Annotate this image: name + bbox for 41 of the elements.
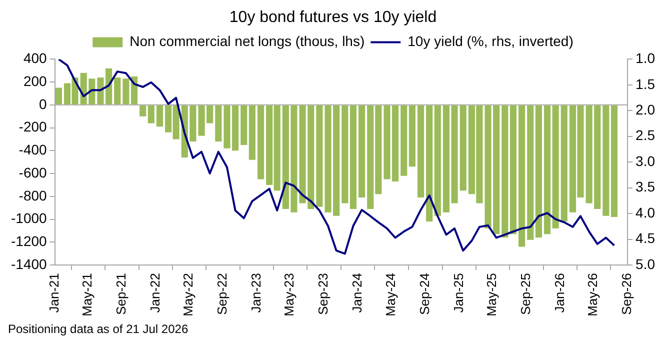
x-tick-label: Jan-25 (450, 273, 466, 313)
y2-tick-label: 1.5 (636, 76, 656, 92)
y-tick-label: -200 (18, 118, 48, 135)
chart-title: 10y bond futures vs 10y yield (229, 9, 437, 26)
y2-tick-label: 3.0 (636, 152, 656, 169)
y-tick-label: 200 (23, 72, 48, 89)
y2-tick-label: 2.0 (636, 102, 656, 118)
y-tick-label: -400 (18, 142, 48, 158)
y-tick-label: -600 (18, 164, 48, 180)
y2-tick-label: 1.0 (636, 50, 656, 66)
x-tick-label: Sep-26 (619, 273, 634, 315)
x-tick-label: Jan-21 (46, 273, 62, 313)
y2-tick-label: 3.5 (636, 178, 656, 195)
x-tick-label: Sep-24 (417, 273, 432, 315)
x-tick-label: Sep-21 (114, 273, 129, 315)
x-tick-label: Jan-23 (248, 273, 264, 313)
legend-label: Non commercial net longs (thous, lhs) (130, 33, 365, 50)
y-tick-label: -1400 (10, 256, 48, 272)
text: Positioning data as of 21 Jul 2026 (8, 322, 190, 336)
y2-tick-label: 2.5 (636, 127, 656, 144)
y-tick-label: 0 (39, 96, 48, 112)
x-tick-label: May-25 (484, 273, 500, 316)
y-tick-label: 400 (23, 50, 48, 66)
y2-tick-label: 5.0 (636, 256, 656, 272)
x-tick-label: May-24 (382, 273, 398, 316)
y-tick-label: -1200 (10, 232, 48, 249)
x-tick-label: Sep-23 (316, 273, 331, 315)
x-tick-label: Jan-22 (147, 273, 162, 313)
x-tick-label: Jan-24 (350, 273, 364, 313)
y2-tick-label: 4.0 (636, 204, 656, 220)
legend-label: 10y yield (%, rhs, inverted) (408, 33, 574, 50)
x-tick-label: Jan-26 (552, 273, 567, 313)
x-tick-label: Sep-25 (518, 273, 534, 315)
x-tick-label: May-21 (80, 273, 95, 316)
x-tick-label: May-26 (585, 273, 600, 316)
x-tick-label: Sep-22 (214, 273, 230, 315)
y2-tick-label: 4.5 (636, 230, 656, 246)
x-tick-label: May-23 (282, 273, 297, 316)
x-tick-label: May-22 (180, 273, 196, 316)
y-tick-label: -1000 (10, 210, 48, 226)
y-tick-label: -800 (18, 187, 48, 204)
